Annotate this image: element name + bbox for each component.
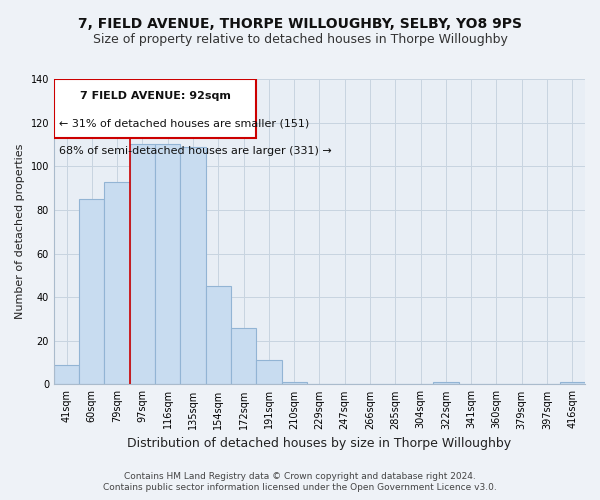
Bar (181, 146, 206, 384)
Bar (281, 382, 307, 384)
X-axis label: Distribution of detached houses by size in Thorpe Willoughby: Distribution of detached houses by size … (127, 437, 512, 450)
Bar (231, 328, 256, 384)
Bar (104, 182, 130, 384)
Bar (79, 199, 104, 384)
Bar (54, 365, 79, 384)
Text: Contains HM Land Registry data © Crown copyright and database right 2024.: Contains HM Land Registry data © Crown c… (124, 472, 476, 481)
Bar (130, 144, 155, 384)
Text: 68% of semi-detached houses are larger (331) →: 68% of semi-detached houses are larger (… (59, 146, 332, 156)
Bar (206, 286, 231, 384)
Text: 7 FIELD AVENUE: 92sqm: 7 FIELD AVENUE: 92sqm (80, 91, 230, 101)
Bar (433, 382, 458, 384)
Bar (155, 144, 181, 384)
Bar (256, 360, 281, 384)
Text: 7, FIELD AVENUE, THORPE WILLOUGHBY, SELBY, YO8 9PS: 7, FIELD AVENUE, THORPE WILLOUGHBY, SELB… (78, 18, 522, 32)
Text: ← 31% of detached houses are smaller (151): ← 31% of detached houses are smaller (15… (59, 118, 310, 128)
Text: Size of property relative to detached houses in Thorpe Willoughby: Size of property relative to detached ho… (92, 32, 508, 46)
Y-axis label: Number of detached properties: Number of detached properties (15, 144, 25, 320)
Text: Contains public sector information licensed under the Open Government Licence v3: Contains public sector information licen… (103, 484, 497, 492)
FancyBboxPatch shape (54, 79, 256, 138)
Bar (560, 382, 585, 384)
